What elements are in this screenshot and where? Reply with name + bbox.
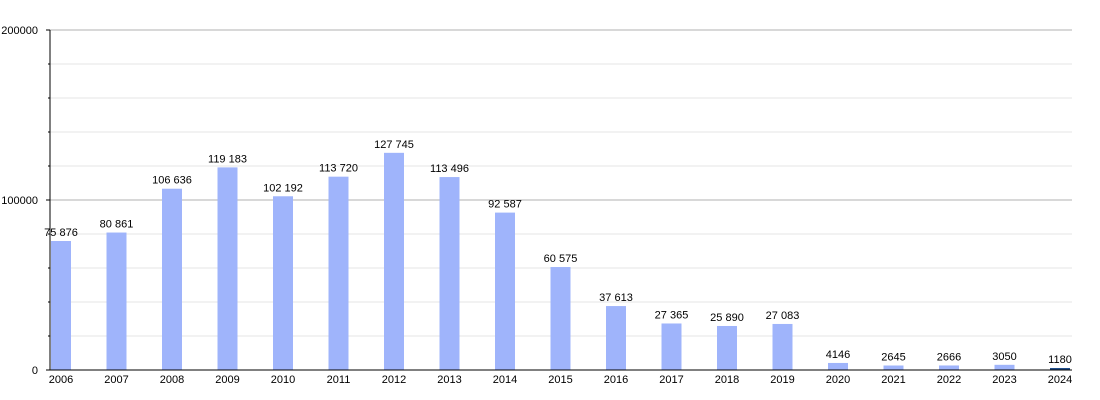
- bar-2023: [994, 364, 1015, 370]
- bar-2014: [495, 212, 515, 370]
- data-label-2013: 113 496: [430, 163, 469, 175]
- x-tick-2017: 2017: [659, 374, 683, 386]
- bar-2008: [162, 188, 182, 370]
- x-tick-2021: 2021: [881, 374, 905, 386]
- x-tick-2022: 2022: [937, 374, 961, 386]
- x-tick-labels: 2006 2007 2008 2009 2010 2011 2012 2013 2014 2015…: [49, 374, 1072, 386]
- x-tick-2018: 2018: [715, 374, 739, 386]
- data-label-2021: 2645: [881, 352, 905, 364]
- data-labels: 75 876 80 861 106 636 119 183 102 192 113 720…: [44, 139, 1072, 366]
- data-label-2020: 4146: [826, 349, 850, 361]
- data-label-2011: 113 720: [319, 163, 358, 175]
- data-label-2022: 2666: [937, 351, 961, 363]
- x-tick-2012: 2012: [382, 374, 406, 386]
- data-label-2006: 75 876: [44, 227, 78, 239]
- bar-2016: [606, 306, 626, 370]
- bar-2015: [550, 267, 571, 370]
- bar-2010: [273, 196, 293, 370]
- x-tick-2023: 2023: [992, 374, 1016, 386]
- x-tick-2019: 2019: [770, 374, 794, 386]
- y-tick-0: 0: [32, 365, 38, 377]
- data-label-2023: 3050: [992, 351, 1016, 363]
- x-tick-2013: 2013: [437, 374, 461, 386]
- bar-2018: [717, 325, 737, 370]
- x-tick-2014: 2014: [493, 374, 517, 386]
- bars: [51, 152, 1070, 370]
- y-tick-labels: 0 100000 200000: [1, 25, 38, 377]
- x-tick-2011: 2011: [327, 374, 351, 386]
- x-tick-2020: 2020: [826, 374, 850, 386]
- bar-2019: [772, 323, 793, 370]
- bar-2011: [328, 176, 349, 370]
- x-tick-2007: 2007: [104, 374, 128, 386]
- data-label-2007: 80 861: [100, 219, 134, 231]
- x-tick-2010: 2010: [271, 374, 295, 386]
- bar-2009: [217, 167, 238, 370]
- x-tick-2024: 2024: [1048, 374, 1072, 386]
- bar-2013: [439, 177, 460, 370]
- y-tick-200000: 200000: [1, 25, 38, 37]
- bar-2021: [883, 365, 904, 370]
- axes: [46, 29, 1072, 371]
- bar-2022: [939, 365, 959, 370]
- y-tick-100000: 100000: [1, 195, 38, 207]
- data-label-2018: 25 890: [710, 312, 744, 324]
- data-label-2014: 92 587: [488, 199, 522, 211]
- data-label-2016: 37 613: [599, 292, 633, 304]
- data-label-2009: 119 183: [208, 153, 247, 165]
- x-tick-2006: 2006: [49, 374, 73, 386]
- data-label-2019: 27 083: [766, 310, 800, 322]
- bar-2012: [384, 152, 404, 370]
- x-tick-2009: 2009: [215, 374, 239, 386]
- x-tick-2016: 2016: [604, 374, 628, 386]
- bar-2024: [1050, 367, 1070, 370]
- bar-2006: [51, 241, 71, 370]
- data-label-2017: 27 365: [655, 309, 689, 321]
- data-label-2012: 127 745: [374, 139, 414, 151]
- x-tick-2015: 2015: [548, 374, 572, 386]
- x-tick-2008: 2008: [160, 374, 184, 386]
- data-label-2024: 1180: [1048, 354, 1072, 366]
- bar-2020: [828, 362, 848, 370]
- data-label-2008: 106 636: [152, 175, 192, 187]
- data-label-2010: 102 192: [263, 182, 303, 194]
- bar-2017: [661, 323, 682, 370]
- data-label-2015: 60 575: [544, 253, 578, 265]
- bar-2007: [106, 232, 127, 370]
